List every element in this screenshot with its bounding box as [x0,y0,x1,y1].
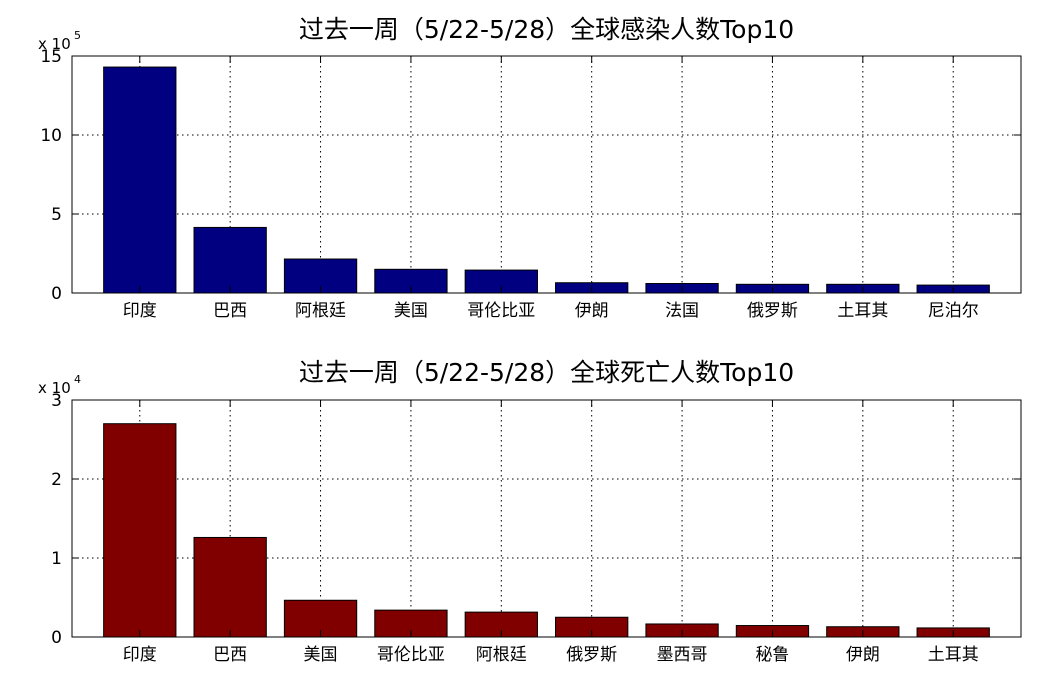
y-tick-label: 5 [51,205,62,225]
chart-title: 过去一周（5/22-5/28）全球感染人数Top10 [299,15,794,44]
bar-1 [103,66,177,294]
x-category-label: 阿根廷 [295,301,346,321]
y-tick-label: 10 [40,126,62,146]
x-category-label: 土耳其 [928,645,979,665]
x-category-label: 美国 [394,301,428,321]
x-category-label: 巴西 [213,301,247,321]
x-category-label: 哥伦比亚 [467,301,535,321]
x-category-label: 美国 [304,645,338,665]
x-category-label: 法国 [665,301,699,321]
chart-title: 过去一周（5/22-5/28）全球死亡人数Top10 [299,358,794,387]
x-category-label: 阿根廷 [476,645,527,665]
axis-multiplier-exponent: 5 [74,29,81,42]
x-category-label: 印度 [123,645,157,665]
x-category-label: 哥伦比亚 [377,645,445,665]
x-category-label: 俄罗斯 [566,645,617,665]
axis-multiplier-exponent: 4 [74,373,81,386]
chart-panel-1: 过去一周（5/22-5/28）全球感染人数Top10 0 5 10 15 印度 巴西 阿根廷 美… [38,15,1022,321]
x-category-label: 土耳其 [837,301,888,321]
bar-1 [103,423,177,638]
plot-frame [71,55,1022,294]
x-category-label: 尼泊尔 [928,301,979,321]
x-category-label: 伊朗 [575,301,609,321]
x-category-label: 墨西哥 [657,645,708,665]
x-category-label: 巴西 [213,645,247,665]
y-tick-label: 3 [51,391,62,411]
chart-panel-2: 过去一周（5/22-5/28）全球死亡人数Top10 0 1 2 3 印度 巴西 美国 哥伦比亚… [38,358,1022,665]
y-tick-label: 0 [51,628,62,648]
x-category-label: 俄罗斯 [747,301,798,321]
y-tick-label: 0 [51,284,62,304]
y-tick-label: 2 [51,470,62,490]
y-tick-label: 15 [40,47,62,67]
axis-multiplier-base: x 10 [38,35,71,53]
x-category-label: 秘鲁 [755,645,789,665]
bar-2 [193,536,267,638]
y-tick-label: 1 [51,549,62,569]
plot-frame [71,399,1022,638]
axis-multiplier-base: x 10 [38,379,71,397]
x-category-label: 伊朗 [846,645,880,665]
x-category-label: 印度 [123,301,157,321]
bar-2 [193,226,267,294]
